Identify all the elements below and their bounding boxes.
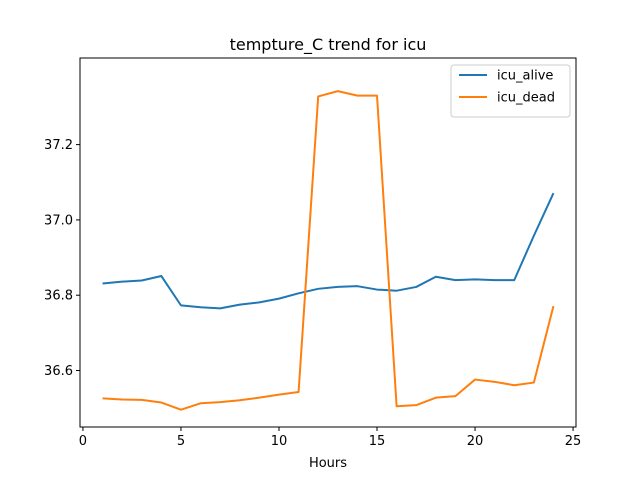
- x-axis-ticks: 0 5 10 15 20 25: [79, 427, 582, 449]
- series-line-icu-dead: [102, 90, 555, 411]
- axes-frame: [79, 57, 577, 428]
- y-axis-ticks: 36.6 36.8 37.0 37.2: [44, 138, 80, 379]
- y-tick-label: 36.6: [44, 364, 73, 379]
- y-tick-label: 36.8: [44, 289, 73, 304]
- x-tick-label: 0: [79, 434, 87, 449]
- x-tick-label: 20: [467, 434, 484, 449]
- x-tick-label: 5: [177, 434, 185, 449]
- x-axis-label: Hours: [309, 456, 347, 471]
- legend-label: icu_dead: [497, 91, 555, 106]
- x-tick-label: 15: [369, 434, 386, 449]
- legend: icu_alive icu_dead: [450, 64, 571, 118]
- y-tick-label: 37.2: [44, 138, 73, 153]
- plot-lines: [102, 90, 555, 411]
- x-tick-label: 10: [271, 434, 288, 449]
- series-line-icu-alive: [102, 192, 555, 310]
- y-tick-label: 37.0: [44, 213, 73, 228]
- x-tick-label: 25: [565, 434, 582, 449]
- legend-box: [450, 64, 571, 118]
- chart-title: tempture_C trend for icu: [230, 35, 427, 55]
- legend-label: icu_alive: [497, 69, 553, 84]
